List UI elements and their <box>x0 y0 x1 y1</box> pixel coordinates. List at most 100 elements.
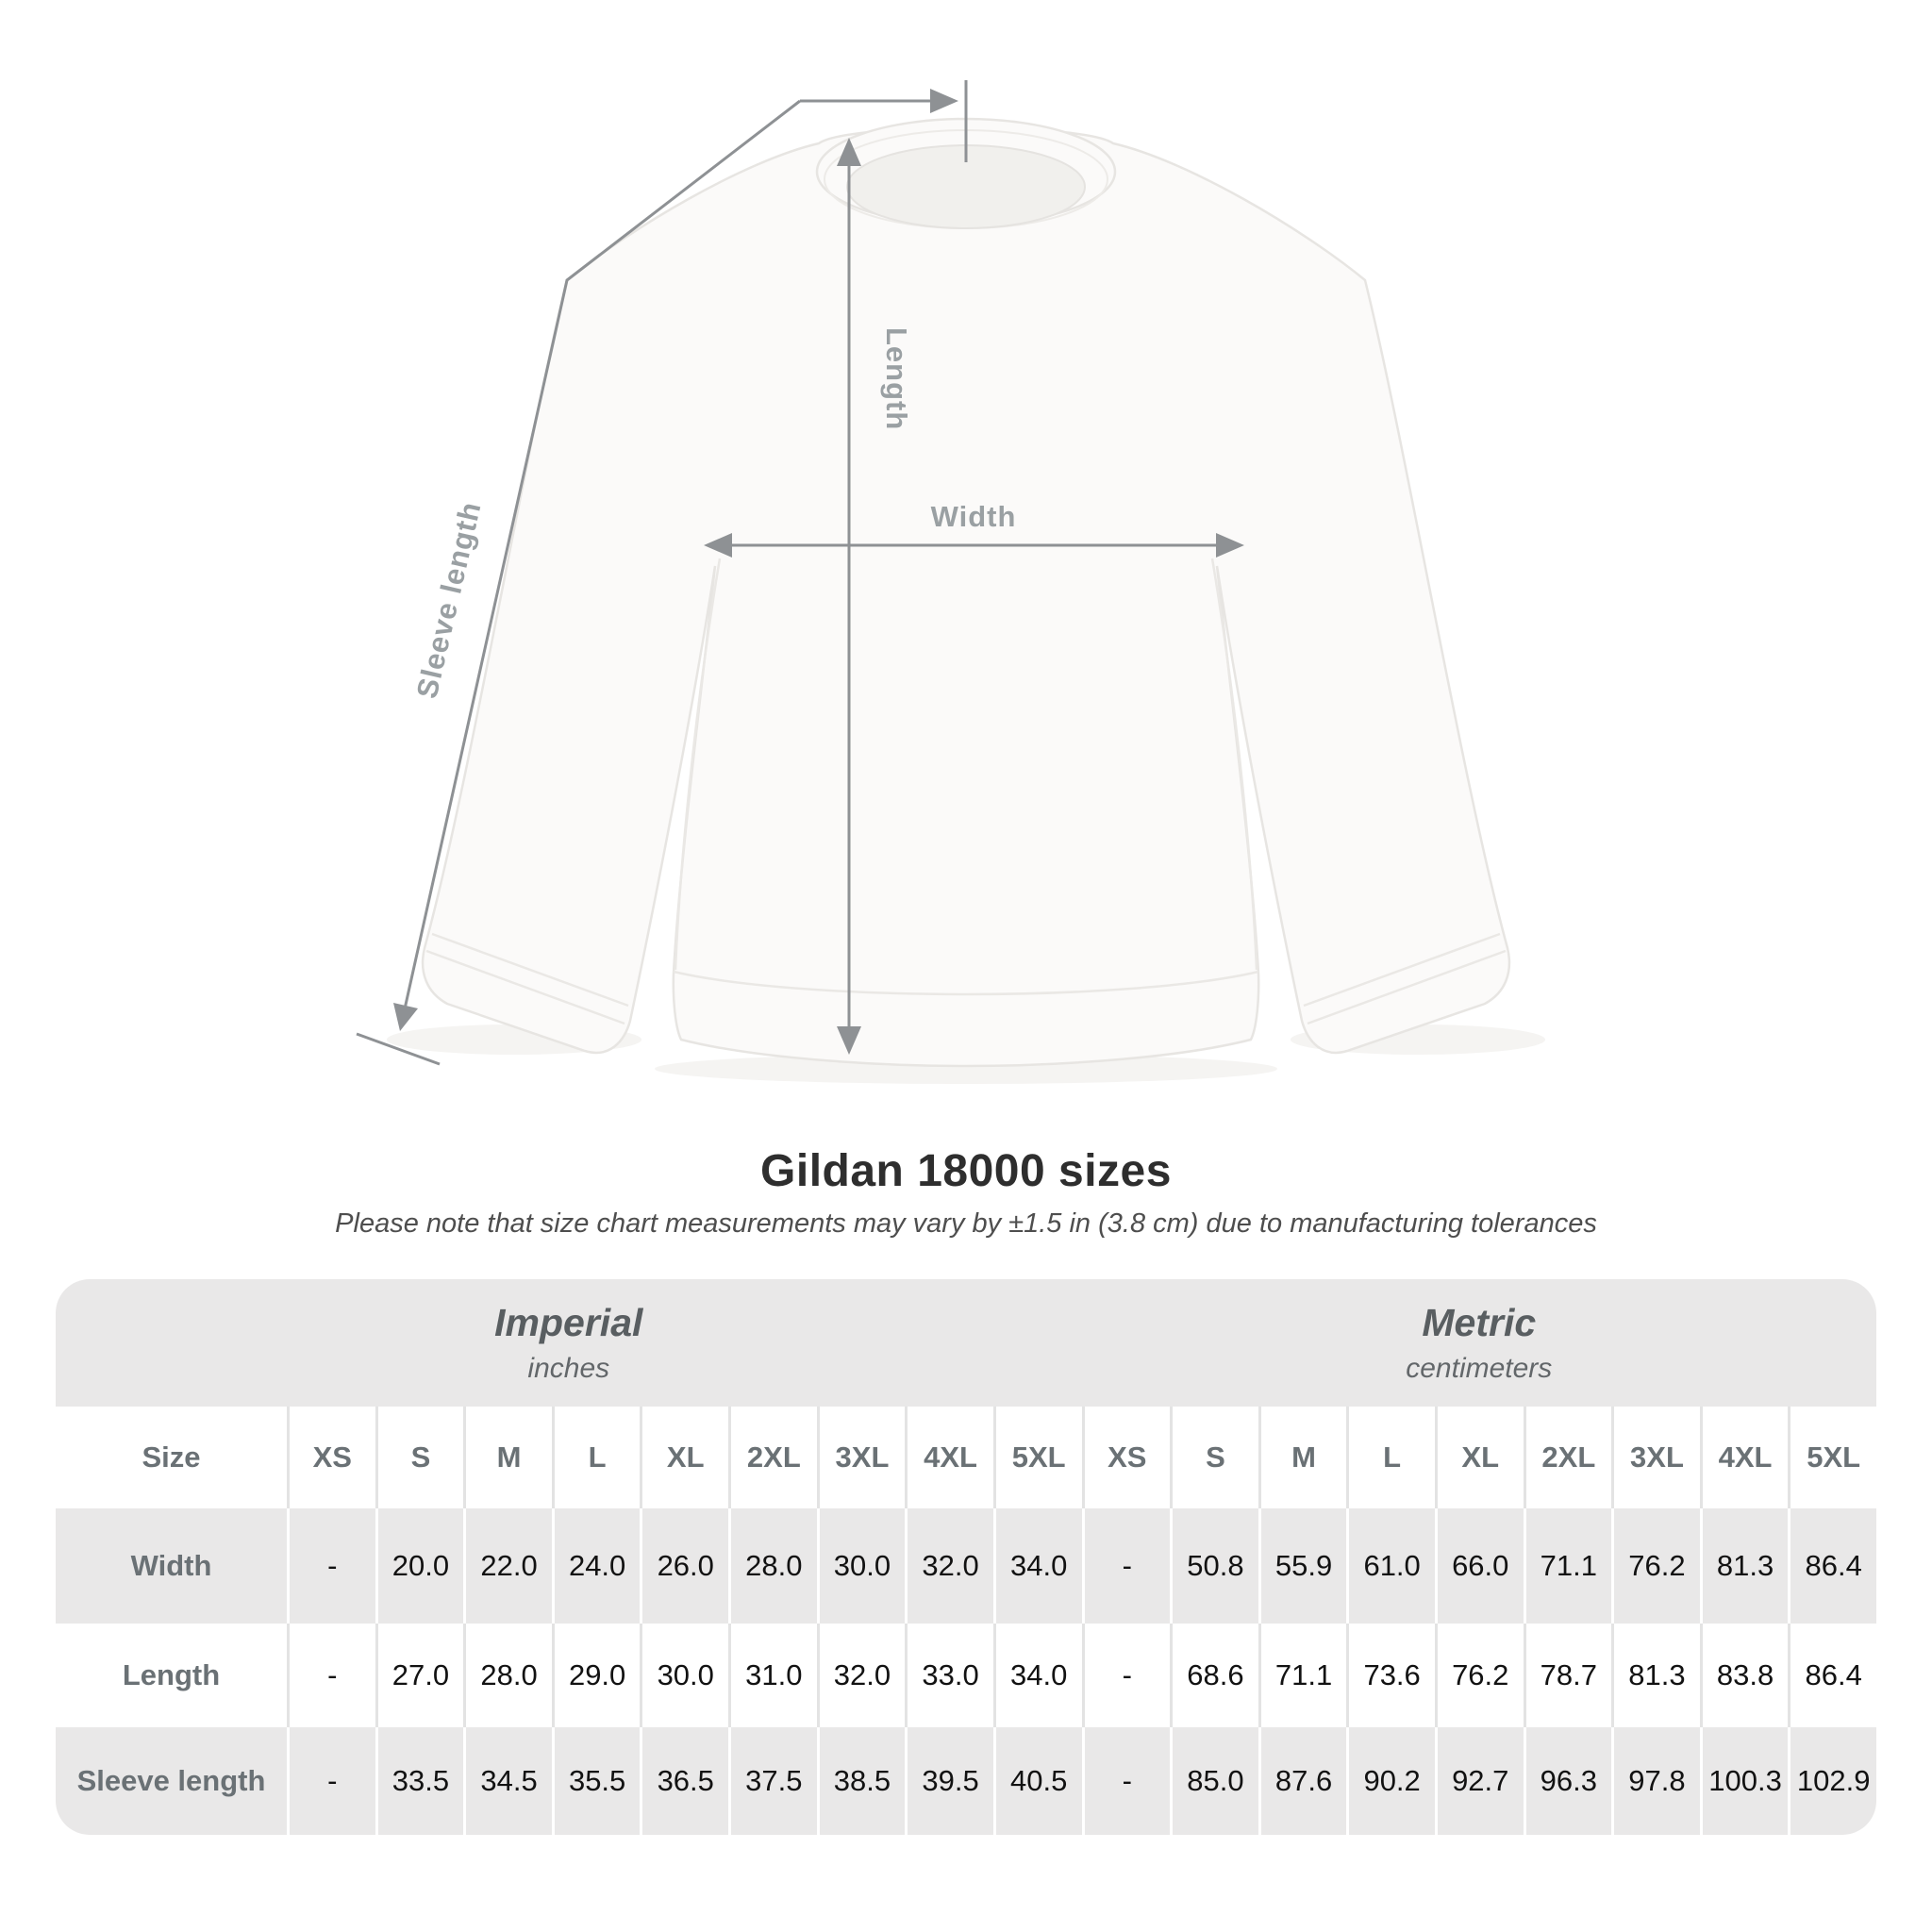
col-header-5xl: 5XL <box>992 1407 1082 1508</box>
table-cell: 29.0 <box>551 1624 641 1727</box>
size-column-header: Size <box>142 1441 201 1474</box>
row-label: Length <box>122 1658 221 1691</box>
table-cell: 68.6 <box>1170 1624 1258 1727</box>
tolerance-note: Please note that size chart measurements… <box>335 1208 1597 1239</box>
table-cell: 81.3 <box>1699 1508 1789 1624</box>
sleeve-length-line <box>402 99 801 1014</box>
col-header-m: M <box>463 1407 552 1508</box>
size-header-row: Size XS S M L XL 2XL 3XL 4XL 5XL XS S M L XL 2XL 3XL 4XL… <box>56 1407 1876 1508</box>
table-cell: 28.0 <box>728 1508 817 1624</box>
table-cell: 97.8 <box>1611 1727 1700 1835</box>
table-cell: 100.3 <box>1699 1727 1789 1835</box>
col-header-m: M <box>1257 1407 1347 1508</box>
col-header-3xl: 3XL <box>1611 1407 1700 1508</box>
table-row: Sleeve length -33.5 34.5 35.5 36.5 37.5 38.5 39… <box>56 1727 1876 1835</box>
metric-sublabel: centimeters <box>1406 1353 1553 1384</box>
table-cell: 36.5 <box>640 1727 728 1835</box>
table-cell: 81.3 <box>1611 1624 1700 1727</box>
table-cell: 40.5 <box>992 1727 1082 1835</box>
table-cell: 32.0 <box>816 1624 906 1727</box>
table-cell: - <box>287 1508 375 1624</box>
table-cell: 20.0 <box>375 1508 464 1624</box>
table-cell: - <box>287 1727 375 1835</box>
table-cell: 31.0 <box>728 1624 817 1727</box>
table-cell: 37.5 <box>728 1727 817 1835</box>
table-cell: 76.2 <box>1434 1624 1524 1727</box>
length-label: Length <box>880 327 913 430</box>
table-cell: 34.0 <box>992 1624 1082 1727</box>
table-cell: 90.2 <box>1346 1727 1435 1835</box>
table-cell: 71.1 <box>1523 1508 1612 1624</box>
table-cell: 34.5 <box>463 1727 552 1835</box>
table-cell: 55.9 <box>1257 1508 1347 1624</box>
table-cell: 87.6 <box>1257 1727 1347 1835</box>
col-header-xs: XS <box>1081 1407 1171 1508</box>
col-header-3xl: 3XL <box>816 1407 906 1508</box>
page-title: Gildan 18000 sizes <box>760 1146 1172 1196</box>
table-cell: 86.4 <box>1788 1624 1876 1727</box>
row-label: Sleeve length <box>76 1764 266 1797</box>
table-cell: 38.5 <box>816 1727 906 1835</box>
table-cell: 66.0 <box>1434 1508 1524 1624</box>
col-header-2xl: 2XL <box>728 1407 817 1508</box>
table-cell: 96.3 <box>1523 1727 1612 1835</box>
table-cell: 32.0 <box>905 1508 993 1624</box>
unit-group-imperial: Imperial inches <box>56 1279 1082 1407</box>
sweatshirt-measurement-illustration: Width Length Sleeve length <box>356 80 1545 1084</box>
size-diagram: Width Length Sleeve length <box>356 80 1545 1084</box>
sweatshirt-body <box>421 126 1511 1068</box>
collar <box>815 117 1117 229</box>
col-header-s: S <box>1170 1407 1258 1508</box>
table-cell: 50.8 <box>1170 1508 1258 1624</box>
table-cell: 71.1 <box>1257 1624 1347 1727</box>
size-table-body: Width -20.0 22.0 24.0 26.0 28.0 30.0 32.0 34.0-5… <box>56 1508 1876 1835</box>
imperial-sublabel: inches <box>527 1353 610 1384</box>
unit-group-metric: Metric centimeters <box>1082 1279 1876 1407</box>
table-cell: 34.0 <box>992 1508 1082 1624</box>
table-cell: 86.4 <box>1788 1508 1876 1624</box>
measurement-arrowheads <box>393 89 1244 1055</box>
col-header-xs: XS <box>287 1407 375 1508</box>
unit-header-row: Imperial inches Metric centimeters <box>56 1279 1876 1407</box>
table-cell: 28.0 <box>463 1624 552 1727</box>
sweatshirt <box>421 117 1511 1068</box>
table-cell: 33.5 <box>375 1727 464 1835</box>
sleeve-length-end-tick <box>356 1032 441 1066</box>
table-cell: 78.7 <box>1523 1624 1612 1727</box>
table-cell: 22.0 <box>463 1508 552 1624</box>
col-header-s: S <box>375 1407 464 1508</box>
table-cell: 83.8 <box>1699 1624 1789 1727</box>
table-cell: 39.5 <box>905 1727 993 1835</box>
col-header-5xl: 5XL <box>1788 1407 1876 1508</box>
table-cell: 35.5 <box>551 1727 641 1835</box>
col-header-2xl: 2XL <box>1523 1407 1612 1508</box>
table-cell: - <box>1081 1727 1171 1835</box>
col-header-l: L <box>1346 1407 1435 1508</box>
table-cell: 30.0 <box>640 1624 728 1727</box>
width-label: Width <box>931 500 1017 533</box>
size-table: Imperial inches Metric centimeters Size … <box>56 1279 1876 1835</box>
table-row: Width -20.0 22.0 24.0 26.0 28.0 30.0 32.0 34.0-5… <box>56 1508 1876 1624</box>
sleeve-length-label: Sleeve length <box>410 498 488 701</box>
measurement-annotations <box>356 80 1233 1066</box>
table-cell: 76.2 <box>1611 1508 1700 1624</box>
table-row: Length -27.0 28.0 29.0 30.0 31.0 32.0 33.0 34.0-… <box>56 1624 1876 1727</box>
table-cell: 85.0 <box>1170 1727 1258 1835</box>
col-header-4xl: 4XL <box>1699 1407 1789 1508</box>
table-cell: - <box>287 1624 375 1727</box>
table-cell: 73.6 <box>1346 1624 1435 1727</box>
col-header-xl: XL <box>640 1407 728 1508</box>
row-label: Width <box>130 1549 212 1582</box>
col-header-xl: XL <box>1434 1407 1524 1508</box>
metric-label: Metric <box>1422 1301 1537 1344</box>
garment-seams <box>425 558 1507 1025</box>
table-cell: 33.0 <box>905 1624 993 1727</box>
table-cell: 27.0 <box>375 1624 464 1727</box>
table-cell: - <box>1081 1624 1171 1727</box>
imperial-label: Imperial <box>494 1301 643 1344</box>
table-cell: - <box>1081 1508 1171 1624</box>
col-header-4xl: 4XL <box>905 1407 993 1508</box>
table-cell: 92.7 <box>1434 1727 1524 1835</box>
table-cell: 26.0 <box>640 1508 728 1624</box>
col-header-l: L <box>551 1407 641 1508</box>
